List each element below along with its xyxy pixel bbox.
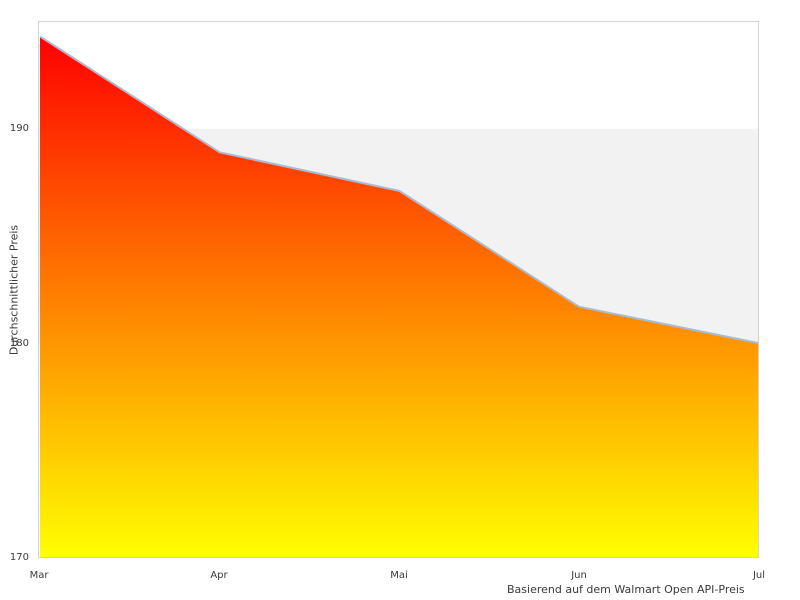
y-tick-190: 190	[9, 123, 29, 134]
y-axis-title: Durchschnittlicher Preis	[7, 224, 21, 356]
plot-border	[38, 21, 759, 558]
y-tick-180: 180	[9, 338, 29, 349]
x-tick-jun: Jun	[571, 570, 587, 581]
x-tick-mai: Mai	[390, 570, 408, 581]
x-tick-jul: Jul	[752, 570, 766, 581]
y-tick-170: 170	[9, 552, 29, 563]
area-fill	[40, 36, 759, 558]
x-tick-apr: Apr	[210, 570, 228, 581]
price-line	[39, 35, 759, 345]
x-tick-mar: Mar	[29, 570, 49, 581]
source-caption: Basierend auf dem Walmart Open API-Preis	[507, 583, 745, 596]
